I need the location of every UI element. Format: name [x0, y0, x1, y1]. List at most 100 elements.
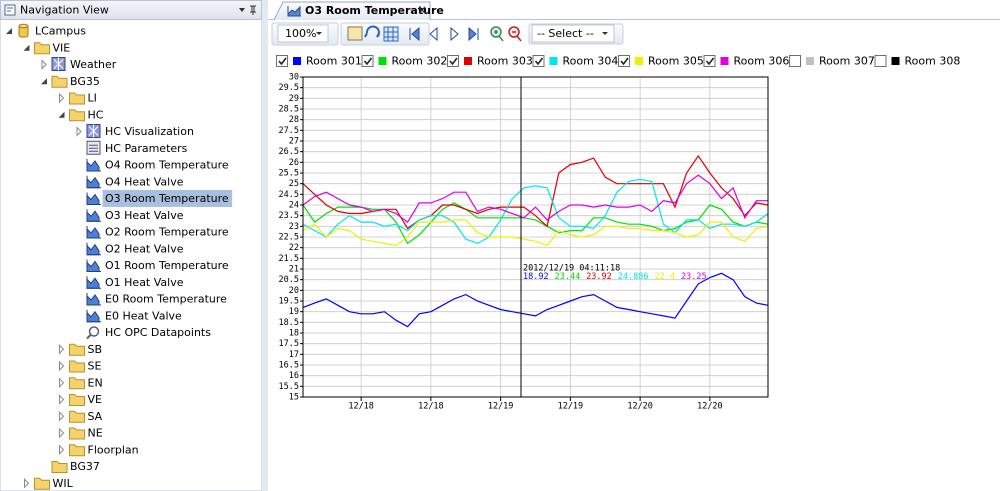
y-tick-label: 27 [289, 137, 299, 147]
tree-node[interactable]: Weather [41, 57, 117, 72]
expander-expanded[interactable] [23, 44, 30, 51]
tree-node[interactable]: O2 Room Temperature [86, 226, 229, 239]
legend-swatch [635, 57, 643, 65]
tree-node[interactable]: HC Visualization [76, 124, 194, 139]
legend-checkbox[interactable] [874, 55, 887, 67]
tree-node[interactable]: Floorplan [59, 443, 139, 457]
folder-icon [69, 343, 85, 356]
legend-label: Room 308 [905, 55, 961, 68]
y-tick-label: 26.5 [279, 147, 299, 157]
trend-axis [86, 209, 101, 222]
db-icon-top [18, 23, 29, 29]
cursor-value: 23.44 [555, 272, 581, 282]
grid-button[interactable] [383, 26, 399, 42]
expander-collapsed[interactable] [59, 92, 65, 104]
tree-node[interactable]: WIL [24, 477, 74, 490]
y-tick-label: 15.5 [279, 382, 299, 392]
legend-checkbox[interactable] [447, 55, 459, 67]
splitter[interactable] [262, 0, 268, 491]
expander-expanded[interactable] [41, 78, 47, 85]
tree-node[interactable]: SB [59, 343, 103, 356]
expander-collapsed[interactable] [59, 344, 65, 355]
legend-check [705, 57, 715, 66]
y-tick-label: 24 [289, 201, 299, 211]
tree-node[interactable]: LI [59, 92, 97, 105]
tree-label: O2 Heat Valve [105, 242, 184, 255]
expander-collapsed[interactable] [59, 411, 65, 422]
tree-label: VE [88, 393, 103, 406]
expander-collapsed[interactable] [59, 444, 65, 455]
tree-node[interactable]: HC Parameters [86, 140, 188, 155]
chart: 3029.52928.52827.52726.52625.52524.52423… [279, 73, 769, 412]
trend-axis [86, 293, 101, 306]
tree-label: BG35 [70, 75, 100, 88]
tree-node[interactable]: HC [58, 108, 104, 122]
tree-node[interactable]: E0 Heat Valve [86, 309, 182, 323]
first-button[interactable] [409, 26, 420, 42]
y-tick-label: 19.5 [279, 297, 299, 307]
tree-node[interactable]: BG35 [41, 75, 100, 88]
properties-button[interactable] [347, 26, 363, 41]
tab-icon [287, 5, 301, 17]
expander-collapsed[interactable] [59, 377, 65, 388]
nav-pin-button[interactable] [250, 5, 256, 15]
legend-label: Room 302 [392, 55, 448, 68]
legend-checkbox[interactable] [532, 55, 545, 67]
tree-node[interactable]: LCampus [6, 23, 86, 38]
tree-node[interactable]: EN [59, 376, 103, 390]
legend-swatch [891, 57, 900, 65]
tree-node[interactable]: E0 Room Temperature [86, 293, 227, 306]
nav-menu-button[interactable] [239, 8, 245, 12]
y-tick-label: 24.5 [279, 190, 299, 200]
y-tick-label: 28 [289, 115, 299, 125]
tree-label: O3 Heat Valve [105, 209, 184, 222]
y-tick-label: 21.5 [279, 254, 299, 264]
tab-close[interactable] [418, 6, 426, 14]
expander-collapsed[interactable] [59, 394, 65, 405]
tree-node[interactable]: O4 Room Temperature [86, 159, 229, 172]
legend-checkbox[interactable] [276, 55, 288, 67]
tree-node[interactable]: O3 Room Temperature [86, 190, 233, 207]
search-handle [86, 333, 92, 340]
legend-checkbox[interactable] [361, 55, 374, 67]
prev-button[interactable] [429, 26, 438, 42]
series-line [302, 202, 769, 245]
folder-icon [69, 360, 85, 373]
expander-expanded[interactable] [6, 28, 12, 34]
expander-expanded[interactable] [58, 111, 65, 118]
tree-node[interactable]: O1 Room Temperature [86, 259, 229, 272]
selection-highlight [102, 190, 233, 207]
legend-checkbox[interactable] [789, 55, 801, 67]
trend-axis [86, 276, 101, 289]
tree-node[interactable]: SA [59, 410, 103, 423]
zoom-out-glyph [512, 31, 522, 42]
folder-icon [69, 92, 85, 105]
zoom-dropdown[interactable] [277, 24, 329, 43]
y-tick-label: 20.5 [279, 275, 299, 285]
expander-collapsed[interactable] [41, 59, 47, 70]
tree-node[interactable]: VE [59, 393, 103, 406]
tree-node[interactable]: O3 Heat Valve [86, 209, 184, 222]
last-button[interactable] [468, 26, 479, 42]
tree-node[interactable]: BG37 [51, 460, 100, 473]
tree-node[interactable]: SE [59, 360, 102, 373]
tree-node[interactable]: O4 Heat Valve [86, 175, 184, 189]
tree-node[interactable]: O1 Heat Valve [86, 276, 184, 289]
cursor-label: 2012/12/19 04:11:18 [523, 264, 620, 274]
expander-collapsed[interactable] [59, 427, 65, 439]
tree-node[interactable]: VIE [23, 41, 71, 55]
expander-collapsed[interactable] [24, 478, 30, 489]
tree-node[interactable]: NE [59, 427, 103, 440]
next-button[interactable] [450, 26, 459, 42]
refresh-button[interactable] [364, 25, 380, 38]
tree-node[interactable]: HC OPC Datapoints [86, 326, 211, 340]
select-dropdown[interactable] [531, 24, 615, 43]
tree-node[interactable]: O2 Heat Valve [86, 242, 184, 256]
tree-label: Weather [70, 58, 117, 71]
expander-collapsed[interactable] [76, 126, 82, 137]
tab[interactable] [273, 1, 431, 21]
legend-checkbox[interactable] [703, 55, 716, 67]
legend-checkbox[interactable] [618, 55, 630, 67]
expander-collapsed[interactable] [59, 360, 65, 372]
tree-label: VIE [53, 41, 71, 54]
